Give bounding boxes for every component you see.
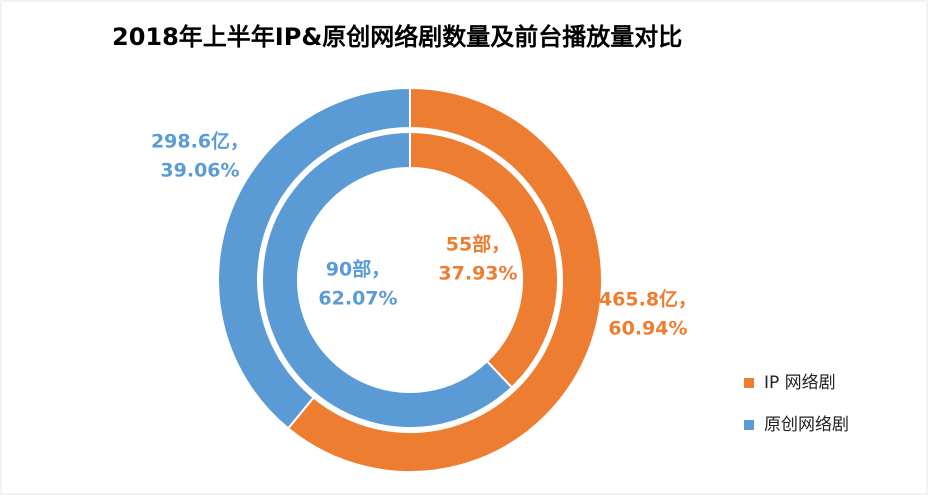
legend-swatch xyxy=(744,420,754,430)
chart-title: 2018年上半年IP&原创网络剧数量及前台播放量对比 xyxy=(112,23,682,51)
amount-label: 90部， xyxy=(326,258,390,281)
amount-label: 298.6亿， xyxy=(151,130,249,153)
percent-label: 37.93% xyxy=(438,263,517,285)
donut-segment xyxy=(261,130,514,429)
percent-label: 39.06% xyxy=(160,160,239,182)
amount-label: 55部， xyxy=(446,233,510,256)
amount-label: 465.8亿， xyxy=(599,288,697,311)
legend-label: 原创网络剧 xyxy=(764,415,849,435)
donut-segment xyxy=(217,86,411,430)
percent-label: 62.07% xyxy=(318,288,397,310)
donut-segment xyxy=(286,86,603,473)
legend-swatch xyxy=(744,378,754,388)
percent-label: 60.94% xyxy=(608,318,687,340)
legend-label: IP 网络剧 xyxy=(764,373,836,393)
